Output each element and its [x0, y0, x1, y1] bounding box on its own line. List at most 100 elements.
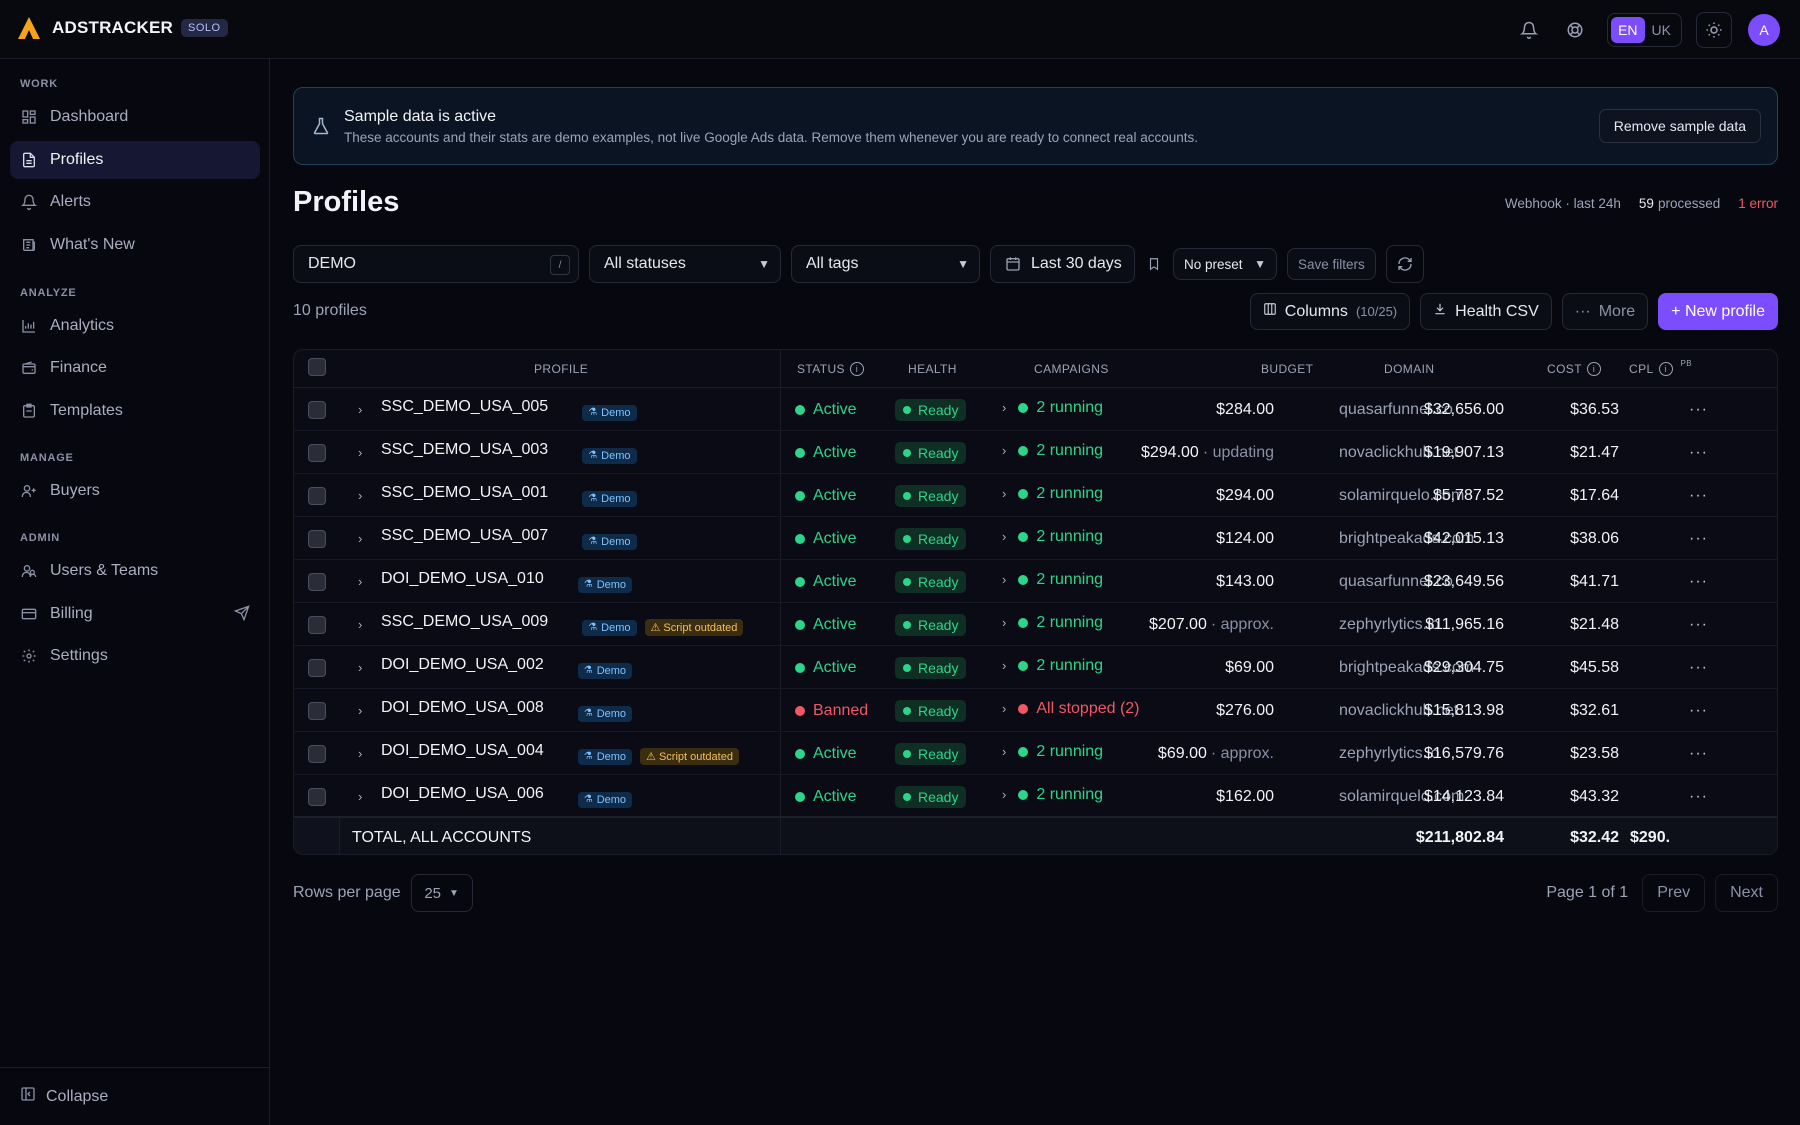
chevron-right-icon[interactable]: › [358, 789, 363, 804]
row-checkbox[interactable] [308, 603, 326, 646]
send-icon[interactable] [233, 605, 250, 626]
row-checkbox[interactable] [308, 517, 326, 560]
row-menu-icon[interactable]: ··· [1689, 658, 1708, 676]
profile-name[interactable]: SSC_DEMO_USA_007 [381, 526, 549, 544]
chevron-right-icon[interactable]: › [1002, 615, 1007, 630]
health-csv-button[interactable]: Health CSV [1420, 293, 1552, 330]
profile-name[interactable]: DOI_DEMO_USA_006 [381, 784, 544, 802]
sidebar-item-users-teams[interactable]: Users & Teams [10, 552, 260, 590]
domain-cell[interactable]: brightpeakads.com [1339, 529, 1475, 547]
row-menu-icon[interactable]: ··· [1689, 787, 1708, 805]
new-profile-button[interactable]: + New profile [1658, 293, 1778, 330]
sidebar-item-whats-new[interactable]: What's New [10, 226, 260, 264]
tags-select[interactable]: All tags ▼ [791, 245, 980, 283]
collapse-button[interactable]: Collapse [0, 1067, 269, 1125]
chevron-right-icon[interactable]: › [358, 574, 363, 589]
profile-name[interactable]: SSC_DEMO_USA_005 [381, 397, 549, 415]
campaigns-cell[interactable]: › 2 running [1002, 644, 1103, 687]
row-checkbox[interactable] [308, 431, 326, 474]
info-icon[interactable]: i [1658, 362, 1673, 376]
row-menu-icon[interactable]: ··· [1689, 400, 1708, 418]
chevron-right-icon[interactable]: › [1002, 443, 1007, 458]
table-row[interactable]: › SSC_DEMO_USA_001 ⚗ Demo Active Ready › … [294, 474, 1777, 517]
row-menu-icon[interactable]: ··· [1689, 529, 1708, 547]
language-en[interactable]: EN [1611, 17, 1645, 43]
header-profile[interactable]: PROFILE [534, 362, 589, 376]
campaigns-cell[interactable]: › 2 running [1002, 429, 1103, 472]
sidebar-item-buyers[interactable]: Buyers [10, 472, 260, 510]
date-range-button[interactable]: Last 30 days [990, 245, 1135, 283]
sidebar-item-billing[interactable]: Billing [10, 595, 260, 633]
profile-name[interactable]: SSC_DEMO_USA_009 [381, 612, 549, 630]
campaigns-cell[interactable]: › 2 running [1002, 472, 1103, 515]
columns-button[interactable]: Columns (10/25) [1249, 293, 1411, 330]
chevron-right-icon[interactable]: › [358, 746, 363, 761]
remove-sample-data-button[interactable]: Remove sample data [1598, 109, 1761, 143]
domain-cell[interactable]: solamirquelo.com [1339, 787, 1465, 805]
campaigns-cell[interactable]: › All stopped (2) [1002, 687, 1140, 730]
rows-per-page-select[interactable]: 25 ▼ [410, 874, 473, 912]
domain-cell[interactable]: quasarfunnel.co [1339, 572, 1453, 590]
table-row[interactable]: › SSC_DEMO_USA_007 ⚗ Demo Active Ready › … [294, 517, 1777, 560]
table-row[interactable]: › DOI_DEMO_USA_008 ⚗ Demo Banned Ready › … [294, 689, 1777, 732]
refresh-icon[interactable] [1385, 245, 1424, 283]
sidebar-item-alerts[interactable]: Alerts [10, 183, 260, 221]
brand[interactable]: ADSTRACKER SOLO [16, 15, 228, 41]
row-menu-icon[interactable]: ··· [1689, 615, 1708, 633]
chevron-right-icon[interactable]: › [1002, 486, 1007, 501]
help-icon[interactable] [1557, 12, 1593, 48]
preset-select[interactable]: No preset ▼ [1173, 248, 1277, 280]
domain-cell[interactable]: novaclickhub.net [1339, 443, 1459, 461]
chevron-right-icon[interactable]: › [1002, 787, 1007, 802]
info-icon[interactable]: i [849, 362, 864, 376]
avatar[interactable]: A [1748, 14, 1780, 46]
campaigns-cell[interactable]: › 2 running [1002, 773, 1103, 816]
profile-name[interactable]: DOI_DEMO_USA_010 [381, 569, 544, 587]
prev-button[interactable]: Prev [1642, 874, 1706, 912]
domain-cell[interactable]: novaclickhub.net [1339, 701, 1459, 719]
header-budget[interactable]: BUDGET [1261, 362, 1314, 376]
search-input[interactable]: DEMO / [293, 245, 579, 283]
header-cpl[interactable]: CPL i PB [1629, 359, 1692, 376]
chevron-right-icon[interactable]: › [1002, 400, 1007, 415]
row-checkbox[interactable] [308, 689, 326, 732]
chevron-right-icon[interactable]: › [358, 531, 363, 546]
campaigns-cell[interactable]: › 2 running [1002, 515, 1103, 558]
profile-name[interactable]: DOI_DEMO_USA_004 [381, 741, 544, 759]
row-menu-icon[interactable]: ··· [1689, 701, 1708, 719]
domain-cell[interactable]: quasarfunnel.co [1339, 400, 1453, 418]
header-status[interactable]: STATUS i [797, 362, 864, 376]
bookmark-icon[interactable] [1139, 245, 1169, 283]
domain-cell[interactable]: zephyrlytics.io [1339, 615, 1440, 633]
error-count[interactable]: 1 error [1738, 196, 1778, 211]
profile-name[interactable]: DOI_DEMO_USA_008 [381, 698, 544, 716]
chevron-right-icon[interactable]: › [358, 445, 363, 460]
chevron-right-icon[interactable]: › [1002, 744, 1007, 759]
sun-icon[interactable] [1696, 12, 1732, 48]
sidebar-item-dashboard[interactable]: Dashboard [10, 98, 260, 136]
profile-name[interactable]: DOI_DEMO_USA_002 [381, 655, 544, 673]
chevron-right-icon[interactable]: › [1002, 572, 1007, 587]
chevron-right-icon[interactable]: › [358, 488, 363, 503]
row-checkbox[interactable] [308, 474, 326, 517]
row-menu-icon[interactable]: ··· [1689, 744, 1708, 762]
chevron-right-icon[interactable]: › [358, 402, 363, 417]
row-checkbox[interactable] [308, 560, 326, 603]
domain-cell[interactable]: solamirquelo.com [1339, 486, 1465, 504]
domain-cell[interactable]: zephyrlytics.io [1339, 744, 1440, 762]
table-row[interactable]: › DOI_DEMO_USA_010 ⚗ Demo Active Ready › … [294, 560, 1777, 603]
row-menu-icon[interactable]: ··· [1689, 486, 1708, 504]
campaigns-cell[interactable]: › 2 running [1002, 730, 1103, 773]
header-domain[interactable]: DOMAIN [1384, 362, 1435, 376]
header-health[interactable]: HEALTH [908, 362, 957, 376]
table-row[interactable]: › DOI_DEMO_USA_006 ⚗ Demo Active Ready › … [294, 775, 1777, 818]
campaigns-cell[interactable]: › 2 running [1002, 558, 1103, 601]
save-filters-button[interactable]: Save filters [1287, 248, 1376, 280]
next-button[interactable]: Next [1715, 874, 1778, 912]
row-menu-icon[interactable]: ··· [1689, 443, 1708, 461]
bell-icon[interactable] [1511, 12, 1547, 48]
header-campaigns[interactable]: CAMPAIGNS [1034, 362, 1109, 376]
chevron-right-icon[interactable]: › [358, 617, 363, 632]
chevron-right-icon[interactable]: › [1002, 529, 1007, 544]
more-button[interactable]: ··· More [1561, 293, 1649, 330]
